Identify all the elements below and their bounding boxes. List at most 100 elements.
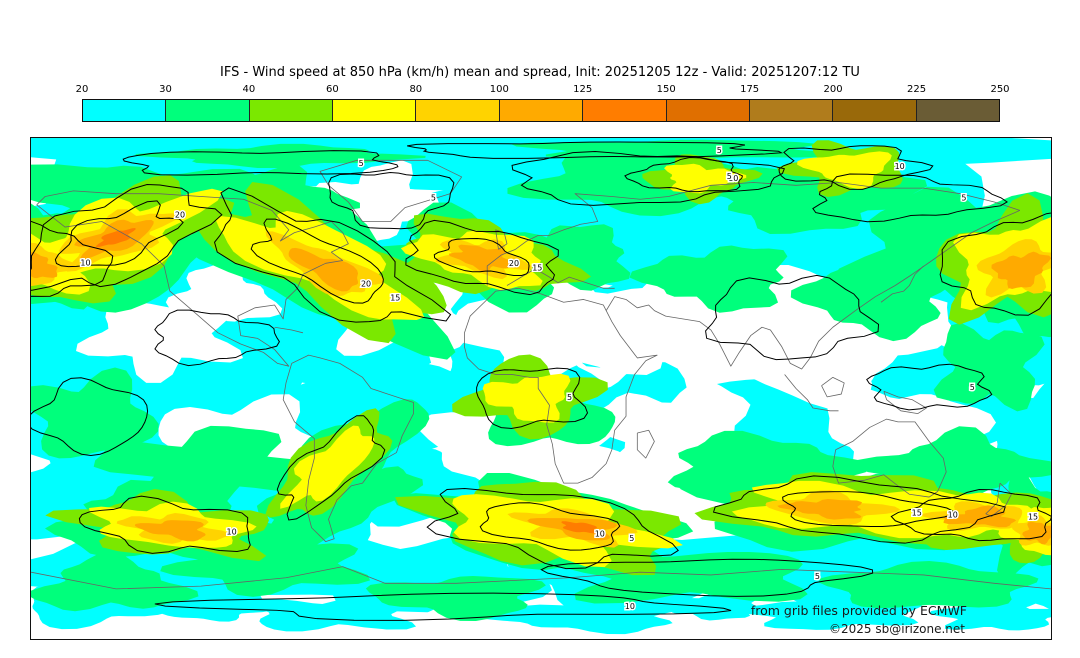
wind-speed-region (777, 498, 863, 520)
contour-label: 15 (912, 509, 922, 518)
spread-contour (122, 150, 399, 176)
wind-speed-region (288, 247, 359, 292)
coastline-eurasia-east (605, 210, 1021, 370)
world-map-panel: 201520152015101010555510510101515551055 … (30, 137, 1052, 640)
contour-label: 5 (970, 383, 975, 392)
wind-speed-region (851, 426, 1051, 508)
wind-field-layer (31, 138, 1051, 639)
colorbar-segment (832, 100, 916, 121)
colorbar-segment (665, 100, 749, 121)
colorbar-tick: 125 (573, 84, 593, 95)
spread-contour (479, 502, 621, 551)
spread-contour (705, 274, 880, 361)
spread-contour (54, 200, 184, 268)
wind-speed-region (797, 151, 892, 190)
spread-contour (250, 218, 384, 304)
colorbar-tick: 100 (489, 84, 509, 95)
spread-contour (866, 363, 993, 411)
spread-contour (426, 488, 679, 570)
contour-label: 5 (431, 194, 436, 203)
spread-contour (154, 592, 732, 621)
contour-label: 20 (509, 259, 519, 268)
colorbar-tick: 80 (409, 84, 423, 95)
spread-contour (890, 488, 1051, 542)
colorbar-tick: 250 (990, 84, 1010, 95)
wind-speed-region (95, 228, 136, 248)
contour-label: 10 (595, 529, 605, 538)
colorbar-tick: 225 (906, 84, 927, 95)
spread-contour (213, 187, 452, 323)
spread-contour (476, 367, 589, 429)
wind-speed-region (165, 262, 283, 326)
colorbar (82, 99, 1000, 122)
contour-label: 10 (80, 258, 90, 267)
contour-label: 10 (625, 602, 635, 611)
coastline-antarctica (31, 566, 1051, 590)
spread-contours-layer (31, 141, 1051, 621)
coastline-eurasia-north (486, 182, 1020, 286)
colorbar-tick-labels: 20 30 40 60 80 100 125 150 175 200 225 250 (76, 83, 1010, 96)
wind-speed-region (991, 251, 1051, 289)
coastline-new-guinea (883, 390, 927, 414)
colorbar-segment (83, 100, 166, 121)
coastline-japan (880, 265, 924, 303)
chart-title: IFS - Wind speed at 850 hPa (km/h) mean … (220, 65, 860, 80)
coastline-greenland (319, 159, 463, 222)
colorbar-tick: 175 (740, 84, 760, 95)
wind-speed-region (933, 322, 1045, 412)
contour-label: 10 (227, 528, 237, 537)
wind-speed-region (448, 244, 512, 272)
coastline-australia (832, 418, 947, 498)
wind-speed-region (244, 596, 417, 632)
spread-contour (31, 377, 149, 457)
coastline-new-zealand (985, 482, 1012, 517)
spread-contour (540, 558, 874, 597)
spread-contour (405, 219, 559, 296)
coastline-south-america (282, 354, 414, 542)
contour-label: 10 (728, 174, 738, 183)
contour-label: 5 (567, 393, 572, 402)
contour-label: 10 (895, 162, 905, 171)
spread-contour (31, 184, 223, 291)
coastline-madagascar (636, 429, 655, 459)
wind-speed-region (160, 537, 371, 597)
wind-speed-region (511, 139, 848, 161)
contour-label: 5 (717, 146, 722, 155)
wind-speed-region (451, 264, 679, 388)
spread-contour (276, 415, 386, 521)
wind-speed-region (31, 552, 199, 612)
colorbar-segment (415, 100, 499, 121)
colorbar-segment (582, 100, 666, 121)
contour-label: 5 (961, 194, 966, 203)
spread-contour (624, 157, 743, 193)
colorbar-segment (498, 100, 583, 121)
contour-label: 15 (390, 293, 400, 302)
attribution-ecmwf: from grib files provided by ECMWF (750, 603, 967, 618)
colorbar-segment (748, 100, 833, 121)
wind-speed-region (561, 521, 599, 534)
colorbar-tick: 30 (159, 84, 172, 95)
contour-labels-layer: 201520152015101010555510510101515551055 (79, 144, 1040, 612)
coastline-cuba (274, 326, 304, 334)
wind-speed-region (313, 160, 448, 246)
wind-speed-region (666, 264, 953, 410)
spread-contour (712, 475, 1006, 544)
colorbar-segment (915, 100, 999, 121)
colorbar-tick: 150 (656, 84, 676, 95)
spread-contour (154, 309, 280, 367)
attribution-copyright: ©2025 sb@irizone.net (829, 622, 965, 636)
wind-speed-map: 201520152015101010555510510101515551055 (31, 138, 1051, 639)
contour-label: 15 (532, 263, 542, 272)
colorbar-tick: 200 (823, 84, 843, 95)
colorbar-segment (332, 100, 416, 121)
spread-contour (78, 495, 251, 554)
wind-speed-region (134, 520, 206, 542)
wind-speed-region (929, 599, 1051, 631)
coastline-borneo (821, 376, 845, 398)
contour-label: 5 (815, 572, 820, 581)
spread-contour (939, 212, 1051, 316)
contour-label: 5 (727, 172, 732, 181)
spread-contour (433, 238, 530, 276)
spread-contour (407, 141, 784, 159)
wind-speed-region (646, 593, 760, 621)
